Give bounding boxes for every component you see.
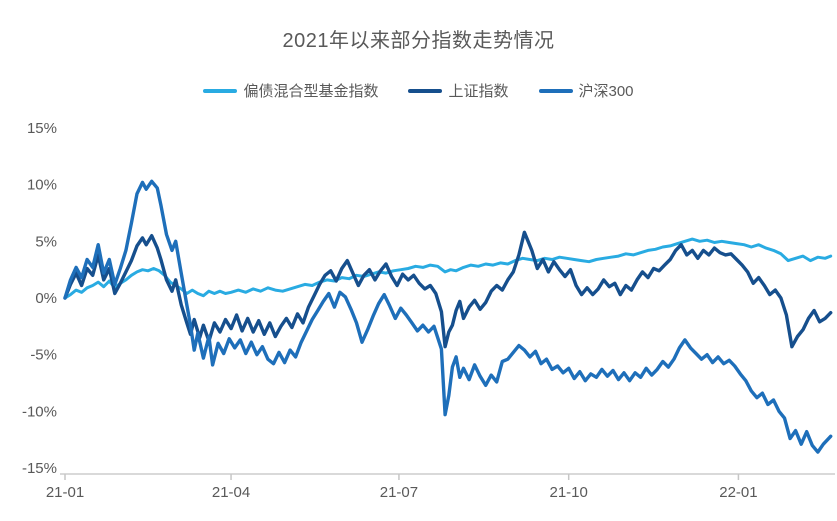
y-axis-label: -10% (22, 403, 57, 420)
x-axis-label: 21-01 (46, 484, 84, 501)
legend-item-sse-index: 上证指数 (408, 80, 509, 101)
legend-item-fund-index: 偏债混合型基金指数 (203, 80, 378, 101)
legend-item-csi300: 沪深300 (538, 80, 634, 101)
chart-title: 2021年以来部分指数走势情况 (282, 30, 555, 52)
x-axis-label: 21-10 (549, 484, 587, 501)
legend-label-fund-index: 偏债混合型基金指数 (243, 83, 379, 100)
y-axis-label: -5% (30, 347, 57, 364)
y-axis-label: 0% (35, 290, 57, 307)
x-axis-label: 21-07 (380, 484, 418, 501)
y-axis-label: 10% (27, 177, 57, 194)
legend-swatch-sse-index (408, 88, 443, 93)
y-axis-label: 15% (27, 120, 57, 137)
legend-swatch-csi300 (538, 88, 573, 93)
x-axis-label: 21-04 (212, 484, 250, 501)
series-line-csi300 (63, 179, 833, 454)
legend-swatch-fund-index (203, 88, 238, 93)
legend-label-csi300: 沪深300 (578, 83, 634, 100)
chart-legend: 偏债混合型基金指数 上证指数 沪深300 (0, 80, 837, 101)
y-axis-label: -15% (22, 460, 57, 477)
x-axis-label: 22-01 (719, 484, 757, 501)
y-axis-label: 5% (35, 233, 57, 250)
legend-label-sse-index: 上证指数 (448, 83, 509, 100)
